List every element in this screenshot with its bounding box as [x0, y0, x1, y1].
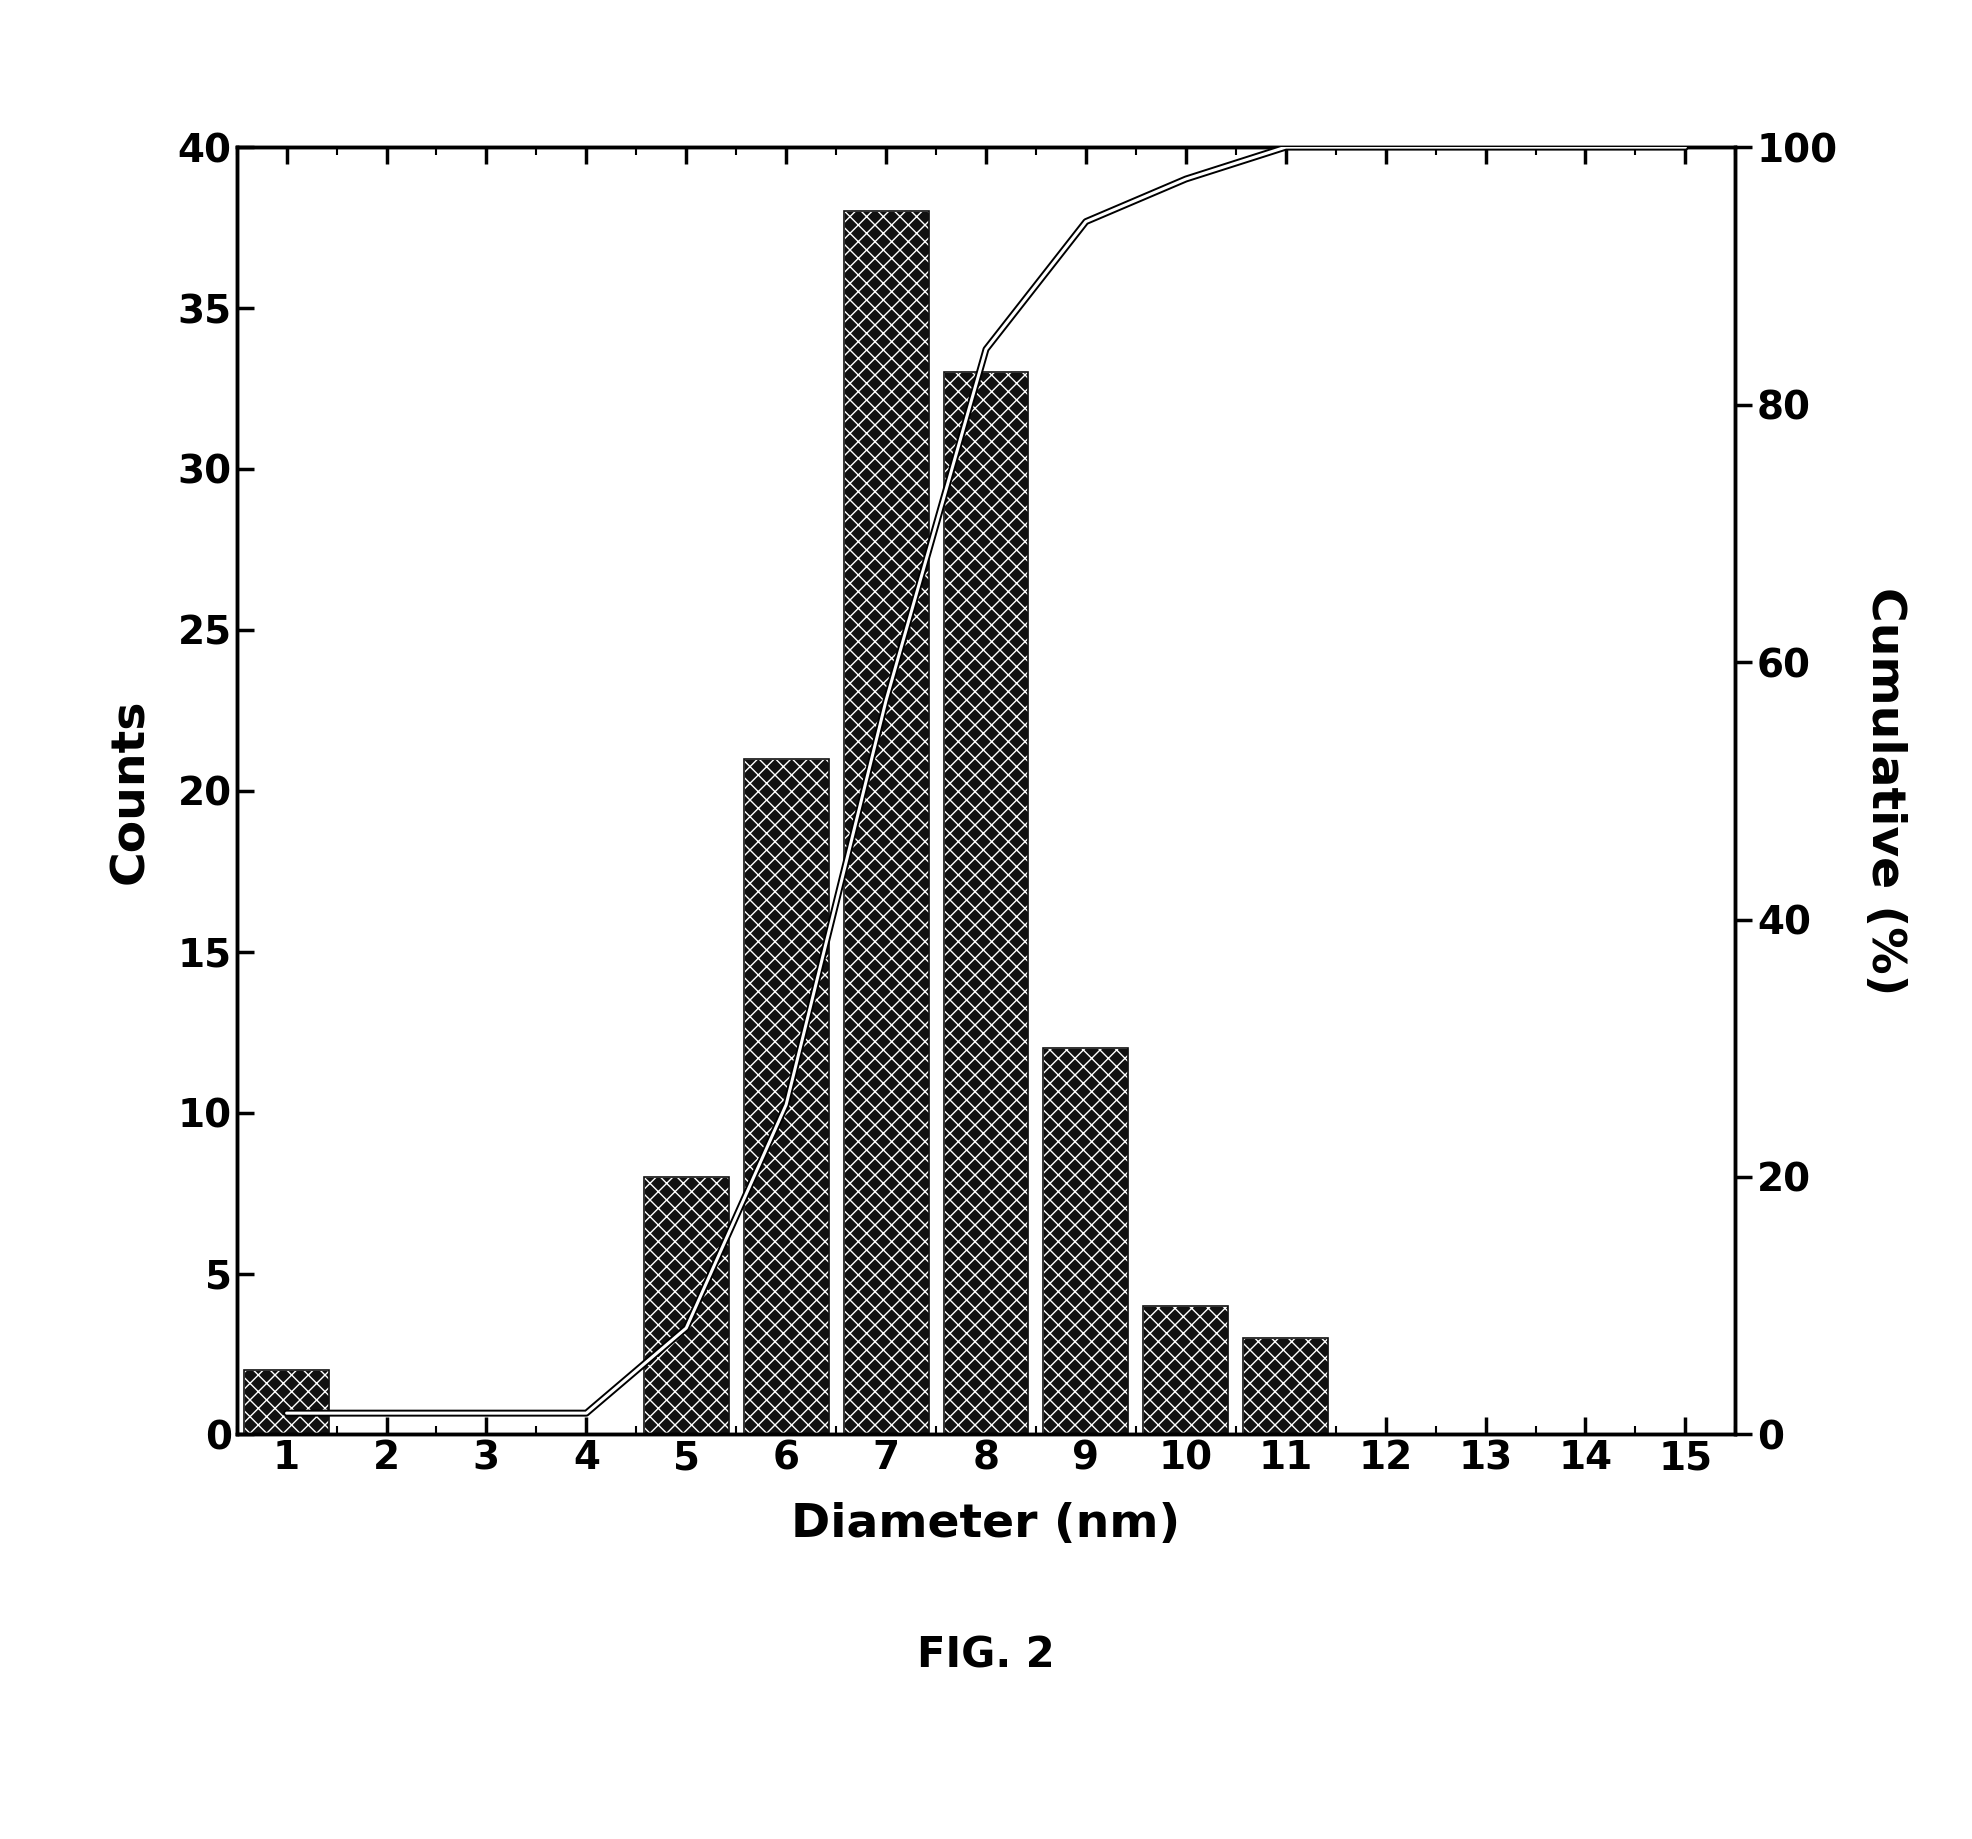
- Text: FIG. 2: FIG. 2: [917, 1635, 1055, 1675]
- Bar: [743, 760, 828, 1434]
- Bar: [743, 760, 828, 1434]
- Bar: [844, 211, 929, 1434]
- Bar: [1242, 1339, 1329, 1434]
- Bar: [1144, 1306, 1229, 1434]
- Bar: [643, 1177, 730, 1434]
- Bar: [943, 373, 1029, 1434]
- X-axis label: Diameter (nm): Diameter (nm): [791, 1502, 1181, 1547]
- Bar: [1043, 1048, 1128, 1434]
- Bar: [1242, 1339, 1329, 1434]
- Bar: [1043, 1048, 1128, 1434]
- Bar: [1144, 1306, 1229, 1434]
- Y-axis label: Counts: Counts: [108, 699, 152, 883]
- Bar: [943, 373, 1029, 1434]
- Bar: [245, 1370, 329, 1434]
- Bar: [643, 1177, 730, 1434]
- Bar: [245, 1370, 329, 1434]
- Bar: [844, 211, 929, 1434]
- Y-axis label: Cumulative (%): Cumulative (%): [1862, 587, 1907, 995]
